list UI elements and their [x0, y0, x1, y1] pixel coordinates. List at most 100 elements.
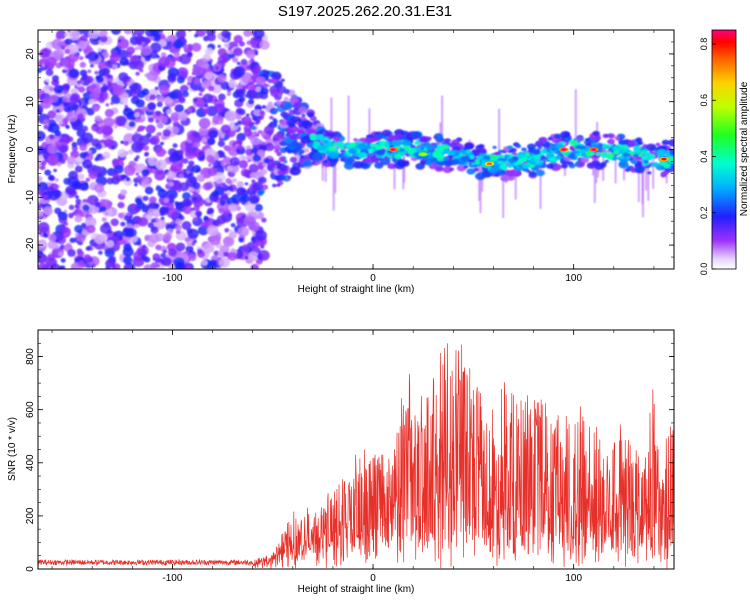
- heat-cell: [335, 141, 345, 148]
- heat-cell: [177, 189, 181, 193]
- heat-cell: [327, 140, 333, 144]
- heat-cell: [218, 93, 226, 101]
- heat-cell: [124, 104, 128, 108]
- heat-cell: [137, 217, 149, 227]
- heat-cell: [229, 229, 233, 233]
- heat-cell: [280, 111, 289, 118]
- heat-cell: [290, 96, 299, 104]
- heat-cell: [172, 143, 178, 148]
- heat-cell: [175, 229, 181, 235]
- heat-cell: [269, 107, 278, 115]
- heat-cell: [563, 152, 569, 157]
- heat-cell: [443, 148, 449, 152]
- heat-cell: [657, 149, 667, 156]
- heat-cell: [426, 145, 434, 151]
- heat-cell: [403, 150, 408, 154]
- heat-cell: [167, 248, 178, 257]
- heat-cell: [206, 225, 219, 236]
- heat-cell: [217, 74, 227, 83]
- heat-cell: [340, 147, 344, 150]
- heat-cell: [515, 144, 522, 149]
- heat-cell: [336, 133, 343, 138]
- heat-cell: [584, 138, 590, 142]
- heat-peak-core: [561, 148, 567, 151]
- heat-peak-core: [591, 148, 597, 151]
- heat-cell: [224, 187, 228, 191]
- heat-cell: [100, 206, 107, 213]
- heat-cell: [197, 248, 203, 254]
- heat-cell: [78, 86, 86, 93]
- heat-cell: [177, 149, 184, 156]
- heat-cell: [57, 234, 64, 240]
- heat-cell: [150, 218, 156, 223]
- heat-streak: [539, 157, 542, 209]
- heat-cell: [94, 115, 102, 122]
- heat-streak: [441, 95, 444, 153]
- heat-cell: [235, 138, 243, 145]
- heat-cell: [288, 122, 296, 128]
- heat-cell: [147, 102, 156, 111]
- heat-cell: [568, 163, 576, 169]
- heat-cell: [507, 145, 513, 150]
- heat-cell: [119, 57, 129, 66]
- heat-cell: [74, 165, 83, 173]
- heat-cell: [230, 248, 236, 253]
- heat-cell: [152, 253, 161, 261]
- heat-cell: [125, 51, 133, 58]
- heat-cell: [250, 263, 259, 269]
- heat-cell: [90, 63, 94, 68]
- heat-cell: [322, 131, 327, 135]
- heat-cell: [272, 183, 277, 188]
- heat-cell: [226, 165, 233, 172]
- heat-cell: [163, 198, 170, 203]
- heat-cell: [586, 162, 596, 169]
- heat-cell: [475, 161, 480, 165]
- heat-cell: [577, 137, 583, 141]
- spectrogram-heatmap: [38, 30, 674, 269]
- heat-cell: [270, 170, 275, 174]
- heat-cell: [238, 237, 244, 243]
- heat-cell: [154, 86, 159, 91]
- heat-cell: [113, 125, 118, 129]
- heat-cell: [56, 162, 62, 167]
- heat-cell: [54, 41, 59, 45]
- heat-cell: [157, 189, 168, 198]
- heat-cell: [236, 83, 243, 90]
- heat-cell: [413, 151, 420, 157]
- heat-cell: [219, 200, 226, 206]
- heat-cell: [169, 198, 175, 204]
- y-tick-label: 800: [25, 348, 36, 365]
- heat-cell: [271, 71, 282, 81]
- heat-cell: [123, 243, 132, 252]
- heat-cell: [61, 223, 66, 228]
- y-tick-label: 20: [25, 48, 36, 60]
- heat-cell: [195, 210, 202, 217]
- heat-cell: [141, 88, 150, 96]
- heat-cell: [64, 38, 73, 45]
- heat-streak: [574, 89, 577, 150]
- heat-cell: [84, 182, 89, 186]
- heat-cell: [182, 158, 189, 164]
- heat-cell: [79, 69, 88, 77]
- heat-cell: [233, 47, 243, 57]
- heat-cell: [109, 52, 121, 63]
- heat-cell: [279, 147, 287, 154]
- heat-cell: [85, 246, 91, 251]
- heat-cell: [104, 108, 114, 118]
- heat-cell: [54, 243, 60, 249]
- heat-cell: [127, 149, 134, 155]
- heat-cell: [569, 139, 578, 146]
- heat-cell: [204, 64, 210, 69]
- heat-cell: [217, 140, 225, 147]
- heat-cell: [175, 218, 183, 225]
- heat-cell: [394, 133, 403, 140]
- heat-cell: [38, 254, 47, 263]
- heat-cell: [64, 48, 71, 55]
- heat-cell: [141, 169, 150, 177]
- heat-cell: [550, 146, 558, 152]
- heat-cell: [278, 175, 286, 181]
- y-tick-label: 400: [25, 454, 36, 471]
- heat-cell: [110, 218, 119, 227]
- heat-cell: [94, 157, 99, 162]
